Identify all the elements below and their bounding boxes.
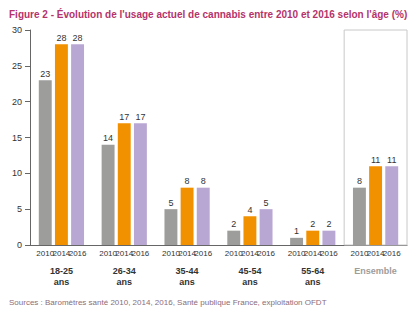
svg-text:2014: 2014 bbox=[178, 248, 196, 258]
svg-text:28: 28 bbox=[56, 33, 66, 43]
svg-text:ans: ans bbox=[305, 277, 321, 287]
svg-text:5: 5 bbox=[168, 198, 173, 208]
svg-text:1: 1 bbox=[294, 226, 299, 236]
svg-text:2010: 2010 bbox=[36, 248, 55, 258]
svg-text:17: 17 bbox=[119, 112, 129, 122]
svg-text:2: 2 bbox=[326, 219, 331, 229]
svg-text:ans: ans bbox=[116, 277, 132, 287]
svg-text:4: 4 bbox=[247, 205, 252, 215]
svg-text:2016: 2016 bbox=[383, 249, 401, 258]
svg-text:0: 0 bbox=[17, 240, 22, 250]
svg-text:17: 17 bbox=[135, 112, 145, 122]
svg-text:11: 11 bbox=[387, 155, 396, 165]
svg-text:20: 20 bbox=[12, 97, 22, 107]
svg-text:ans: ans bbox=[179, 277, 195, 287]
svg-text:2: 2 bbox=[231, 219, 236, 229]
svg-text:2010: 2010 bbox=[350, 248, 369, 258]
svg-text:18-25: 18-25 bbox=[50, 266, 73, 276]
svg-text:45-54: 45-54 bbox=[238, 266, 261, 276]
svg-text:26-34: 26-34 bbox=[113, 266, 136, 276]
svg-text:2010: 2010 bbox=[162, 248, 180, 258]
svg-text:35-44: 35-44 bbox=[176, 266, 199, 276]
svg-text:ans: ans bbox=[54, 277, 70, 287]
svg-text:2014: 2014 bbox=[241, 248, 259, 258]
svg-text:2: 2 bbox=[310, 219, 315, 229]
svg-text:5: 5 bbox=[264, 198, 269, 208]
svg-text:30: 30 bbox=[12, 25, 22, 35]
svg-text:Ensemble: Ensemble bbox=[354, 266, 397, 276]
svg-text:2010: 2010 bbox=[287, 248, 306, 258]
svg-text:2014: 2014 bbox=[115, 248, 134, 258]
svg-text:2016: 2016 bbox=[194, 249, 212, 258]
svg-text:25: 25 bbox=[12, 61, 22, 71]
svg-text:8: 8 bbox=[357, 176, 362, 186]
svg-text:8: 8 bbox=[185, 176, 190, 186]
svg-text:2016: 2016 bbox=[132, 249, 150, 258]
svg-text:2014: 2014 bbox=[303, 248, 322, 258]
svg-text:8: 8 bbox=[201, 176, 206, 186]
svg-text:28: 28 bbox=[73, 33, 83, 43]
svg-text:2016: 2016 bbox=[257, 249, 275, 258]
svg-text:5: 5 bbox=[17, 204, 22, 214]
svg-text:Sources : Baromètres santé 201: Sources : Baromètres santé 2010, 2014, 2… bbox=[9, 298, 327, 307]
svg-text:15: 15 bbox=[12, 133, 22, 143]
svg-text:2016: 2016 bbox=[320, 249, 338, 258]
svg-text:23: 23 bbox=[40, 69, 50, 79]
svg-text:2010: 2010 bbox=[99, 248, 117, 258]
svg-text:Figure 2 - Évolution de l'usag: Figure 2 - Évolution de l'usage actuel d… bbox=[9, 8, 407, 20]
svg-text:2014: 2014 bbox=[366, 248, 385, 258]
svg-text:2014: 2014 bbox=[52, 248, 71, 258]
svg-text:ans: ans bbox=[242, 277, 258, 287]
svg-text:14: 14 bbox=[103, 133, 113, 143]
svg-text:10: 10 bbox=[12, 168, 22, 178]
svg-text:2016: 2016 bbox=[69, 249, 87, 258]
svg-text:11: 11 bbox=[371, 155, 380, 165]
svg-text:2010: 2010 bbox=[224, 248, 243, 258]
svg-text:55-64: 55-64 bbox=[301, 266, 324, 276]
